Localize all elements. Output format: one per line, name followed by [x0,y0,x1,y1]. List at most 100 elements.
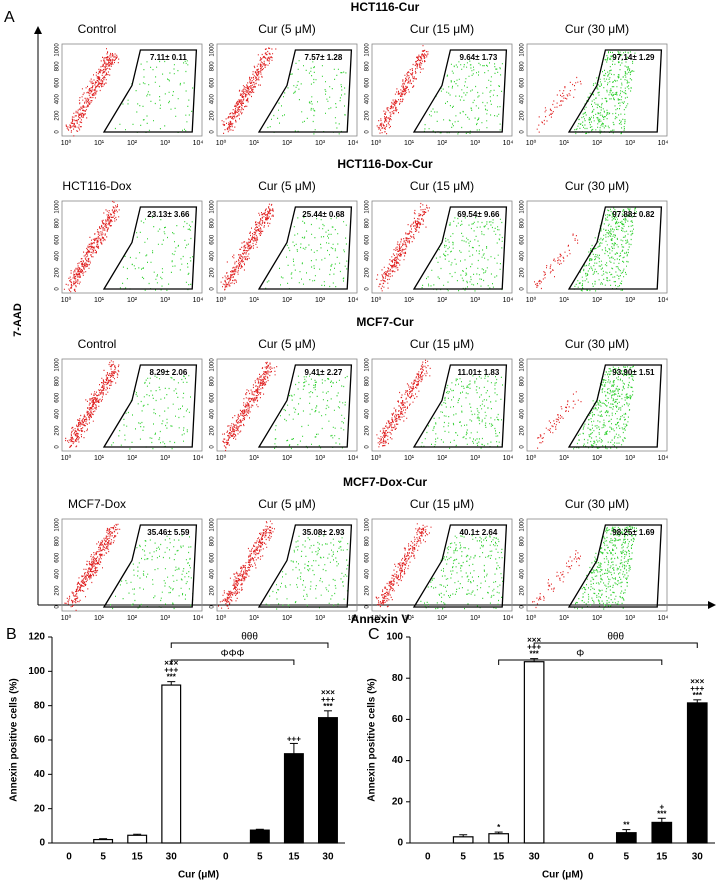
apoptotic-cell-dots [111,375,191,450]
plot-frame [61,518,203,612]
x-tick-label: 5 [257,852,263,863]
flow-y-tick: 1000 [210,518,216,532]
flow-y-tick: 600 [210,392,216,403]
arrow-head [708,601,716,609]
plot-frame [371,43,513,137]
plot-frame [216,43,358,137]
flow-y-tick: 0 [210,445,216,449]
plot-frame [61,358,203,452]
flow-y-tick: 400 [210,409,216,420]
flow-y-tick: 400 [210,94,216,105]
gate-percentage: 93.90± 1.51 [612,368,655,377]
significance-mark: *** [167,673,177,682]
flow-y-tick: 0 [55,605,61,609]
plot-label: Cur (15 μM) [410,22,474,36]
flow-y-tick: 400 [55,94,61,105]
dead-cell-dots [537,391,582,449]
gate [257,364,353,448]
flow-y-tick: 800 [210,536,216,547]
flow-y-tick: 800 [210,376,216,387]
flow-x-tick: 10³ [315,455,326,462]
flow-x-tick: 10³ [470,615,481,622]
apoptotic-cell-dots [267,60,347,135]
flow-x-tick: 10⁰ [61,614,72,622]
significance-mark: ** [623,821,630,830]
x-tick-label: 15 [132,852,144,863]
flow-y-tick: 0 [55,287,61,291]
flow-x-tick: 10³ [160,140,171,147]
flow-y-tick: 400 [210,569,216,580]
y-tick-label: 100 [28,666,45,677]
flow-y-tick: 200 [365,267,371,278]
flow-y-tick: 400 [520,409,526,420]
plot-label: Cur (15 μM) [410,179,474,193]
flow-y-tick: 200 [210,110,216,121]
flow-x-tick: 10² [437,455,448,462]
flow-x-tick: 10⁰ [371,614,382,622]
significance-mark: +++ [287,735,301,744]
flow-x-tick: 10⁴ [503,455,514,462]
comparison-bracket [170,642,329,648]
flow-x-tick: 10² [127,140,138,147]
y-tick-label: 20 [392,796,404,807]
dead-cell-dots [64,523,121,611]
flow-y-tick: 600 [365,392,371,403]
bar [488,833,510,844]
flow-y-tick: 1000 [210,358,216,372]
flow-y-tick: 400 [365,94,371,105]
y-axis-label: Annexin positive cells (%) [367,678,378,801]
row-title: HCT116-Cur [351,0,420,14]
flow-x-tick: 10⁰ [526,296,537,304]
flow-x-tick: 10¹ [249,615,260,622]
plot-label: Cur (15 μM) [410,337,474,351]
flow-x-tick: 10² [282,615,293,622]
flow-x-tick: 10⁰ [61,296,72,304]
flow-x-tick: 10¹ [94,297,105,304]
plot-label: Cur (5 μM) [258,22,316,36]
flow-x-tick: 10⁰ [526,139,537,147]
flow-x-tick: 10² [592,140,603,147]
plot-frame [61,43,203,137]
flow-x-tick: 10⁴ [503,140,514,147]
flow-x-tick: 10¹ [559,455,570,462]
gate [412,49,508,133]
gate [567,206,663,290]
flow-y-tick: 1000 [365,200,371,214]
flow-y-tick: 800 [365,536,371,547]
dead-cell-dots [65,48,120,137]
apoptotic-cell-dots [574,525,638,610]
dead-cell-dots [65,360,120,448]
flow-x-tick: 10⁴ [503,297,514,304]
bracket-label: θθθ [607,632,624,643]
flow-x-tick: 10⁰ [216,296,227,304]
plot-frame [526,358,668,452]
bracket-label: θθθ [241,632,258,643]
flow-x-tick: 10¹ [249,140,260,147]
flow-y-tick: 0 [210,287,216,291]
gate-percentage: 35.08± 2.93 [302,528,345,537]
y-tick-label: 40 [34,769,46,780]
y-tick-label: 0 [397,838,403,849]
flow-y-tick: 1000 [55,358,61,372]
flow-x-tick: 10³ [625,615,636,622]
x-tick-label: 30 [166,852,178,863]
flow-y-tick: 600 [520,392,526,403]
dead-cell-dots [376,45,429,135]
flow-y-tick: 800 [55,61,61,72]
y-tick-label: 120 [28,632,45,643]
plot-frame [371,358,513,452]
gate [102,524,198,608]
plot-label: Control [78,337,117,351]
flow-y-tick: 200 [55,585,61,596]
significance-mark: * [497,823,501,832]
flow-x-tick: 10¹ [559,297,570,304]
apoptotic-cell-dots [573,207,637,292]
flow-y-tick: 600 [210,234,216,245]
significance-mark: *** [693,691,703,700]
flow-y-tick: 0 [365,445,371,449]
flow-y-tick: 1000 [55,200,61,214]
flow-x-tick: 10¹ [94,615,105,622]
flow-x-tick: 10⁴ [348,615,359,622]
dead-cell-dots [532,550,581,609]
plot-frame [371,200,513,294]
